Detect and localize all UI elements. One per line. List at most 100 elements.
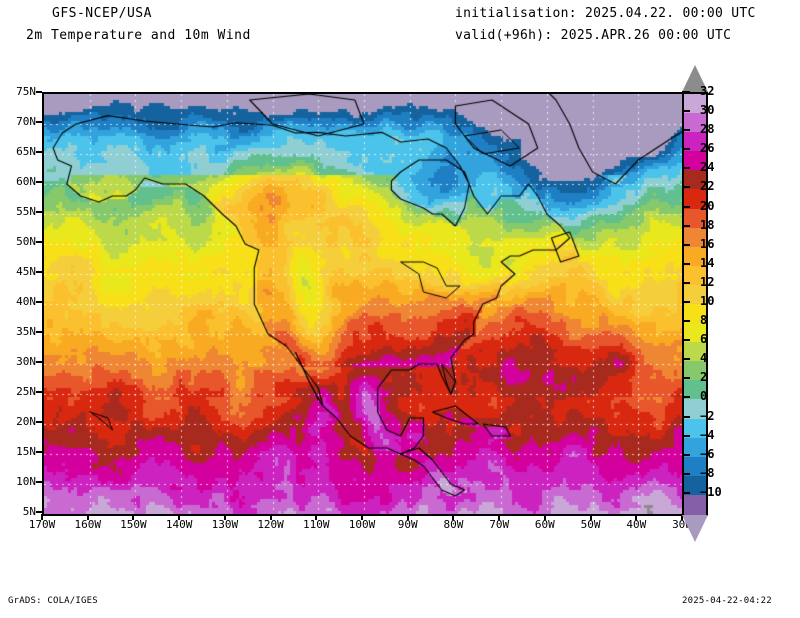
chart-header: GFS-NCEP/USA 2m Temperature and 10m Wind…: [0, 0, 800, 58]
lat-tick-mark: [36, 391, 42, 393]
colorbar-band: [684, 151, 706, 171]
colorbar-tick-label: 32: [700, 84, 715, 98]
lon-tick-mark: [498, 514, 501, 520]
lon-tick-mark: [543, 514, 546, 520]
colorbar-tick-mark: [682, 491, 690, 494]
colorbar-tick-mark: [682, 434, 690, 437]
lon-tick-label: 60W: [534, 518, 555, 531]
colorbar-tick-label: 20: [700, 198, 715, 213]
lon-tick-mark: [635, 514, 638, 520]
colorbar-band: [684, 361, 706, 381]
colorbar-tick-label: 2: [700, 370, 708, 385]
lat-tick-mark: [36, 331, 42, 333]
colorbar-tick-mark: [682, 205, 690, 208]
colorbar-band: [684, 113, 706, 133]
render-timestamp: 2025-04-22-04:22: [682, 596, 772, 606]
field-title: 2m Temperature and 10m Wind: [26, 28, 251, 43]
colorbar-tick-mark: [682, 320, 690, 323]
grads-credit: GrADS: COLA/IGES: [8, 596, 98, 606]
lat-tick-mark: [36, 451, 42, 453]
colorbar-band: [684, 380, 706, 401]
lon-tick-mark: [178, 514, 181, 520]
lon-tick-label: 130W: [211, 518, 239, 531]
valid-time-text: valid(+96h): 2025.APR.26 00:00 UTC: [455, 28, 732, 43]
colorbar-tick-label: 0: [700, 389, 708, 404]
lon-tick-label: 80W: [443, 518, 464, 531]
map-plot-area: [42, 92, 686, 516]
colorbar-tick-mark: [682, 377, 690, 380]
colorbar-band: [684, 227, 706, 248]
lat-tick-mark: [36, 121, 42, 123]
colorbar-tick-label: 6: [700, 332, 708, 347]
lon-tick-label: 120W: [257, 518, 284, 531]
lat-tick-label: 10N: [16, 475, 36, 488]
colorbar-tick-label: 22: [700, 179, 715, 194]
colorbar-band: [684, 170, 706, 191]
lat-tick-mark: [36, 301, 42, 303]
lon-tick-mark: [86, 514, 89, 520]
lon-tick-mark: [406, 514, 409, 520]
colorbar-tick-mark: [682, 148, 690, 151]
lat-tick-label: 30N: [16, 355, 36, 368]
model-title: GFS-NCEP/USA: [52, 6, 152, 21]
lon-tick-label: 160W: [74, 518, 101, 531]
lat-tick-mark: [36, 211, 42, 213]
colorbar-band: [684, 265, 706, 286]
colorbar-band: [684, 304, 706, 324]
lon-tick-label: 170W: [28, 518, 56, 531]
lat-tick-mark: [36, 271, 42, 273]
colorbar-tick-label: 18: [700, 217, 715, 232]
colorbar-band: [684, 189, 706, 210]
lon-tick-label: 110W: [303, 518, 330, 531]
temperature-heatmap: [44, 94, 684, 514]
colorbar-band: [684, 342, 706, 362]
colorbar-under-arrow: [682, 515, 708, 542]
lon-tick-label: 100W: [348, 518, 376, 531]
colorbar-tick-mark: [682, 415, 690, 418]
colorbar-band: [684, 132, 706, 152]
colorbar-tick-mark: [682, 110, 690, 113]
colorbar-over-arrow: [682, 65, 708, 92]
lon-tick-mark: [223, 514, 226, 520]
lon-tick-mark: [315, 514, 318, 520]
colorbar-band: [684, 475, 706, 496]
colorbar-tick-mark: [682, 472, 690, 475]
lon-tick-mark: [589, 514, 592, 520]
lat-tick-label: 60N: [16, 175, 36, 188]
colorbar-tick-label: −8: [700, 465, 715, 480]
lon-tick-label: 40W: [626, 518, 647, 531]
colorbar-tick-mark: [682, 358, 690, 361]
lat-tick-label: 75N: [16, 85, 36, 98]
colorbar-band: [684, 437, 706, 458]
lat-tick-label: 55N: [16, 205, 36, 218]
lat-tick-label: 70N: [16, 115, 36, 128]
lat-tick-label: 5N: [22, 505, 36, 518]
colorbar-band: [684, 399, 706, 420]
lon-tick-label: 70W: [489, 518, 510, 531]
lon-tick-label: 90W: [397, 518, 418, 531]
colorbar-tick-label: 10: [700, 294, 715, 308]
colorbar-tick-label: 8: [700, 313, 708, 328]
colorbar-tick-label: 4: [700, 351, 708, 366]
colorbar-tick-label: 12: [700, 274, 715, 289]
colorbar-band: [684, 246, 706, 267]
colorbar-tick-label: 28: [700, 122, 715, 137]
colorbar-tick-label: −10: [700, 484, 722, 499]
colorbar-tick-mark: [682, 186, 690, 189]
colorbar-tick-mark: [682, 339, 690, 342]
lon-tick-mark: [269, 514, 272, 520]
lat-tick-mark: [36, 181, 42, 183]
colorbar-tick-mark: [682, 396, 690, 399]
colorbar-band: [684, 208, 706, 229]
colorbar-tick-label: −2: [700, 408, 715, 423]
colorbar-tick-label: 30: [700, 103, 715, 118]
lat-tick-label: 15N: [16, 445, 36, 458]
lat-tick-label: 20N: [16, 415, 36, 428]
colorbar-tick-label: 24: [700, 160, 715, 175]
lat-tick-label: 25N: [16, 385, 36, 398]
colorbar-tick-mark: [682, 129, 690, 132]
colorbar-band: [684, 284, 706, 305]
colorbar-tick-mark: [682, 281, 690, 284]
colorbar-tick-mark: [682, 243, 690, 246]
lat-tick-mark: [36, 361, 42, 363]
